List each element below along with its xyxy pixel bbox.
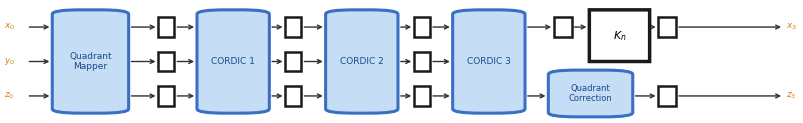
Text: Quadrant
Correction: Quadrant Correction [568, 84, 612, 103]
FancyBboxPatch shape [197, 10, 269, 113]
Text: CORDIC 2: CORDIC 2 [340, 57, 383, 66]
FancyBboxPatch shape [589, 10, 649, 62]
FancyBboxPatch shape [158, 52, 174, 71]
FancyBboxPatch shape [285, 86, 301, 106]
Text: $z_0$: $z_0$ [4, 91, 14, 101]
FancyBboxPatch shape [325, 10, 397, 113]
FancyBboxPatch shape [452, 10, 524, 113]
Text: $x_3$: $x_3$ [785, 22, 797, 32]
FancyBboxPatch shape [414, 86, 430, 106]
FancyBboxPatch shape [285, 17, 301, 37]
FancyBboxPatch shape [414, 52, 430, 71]
Text: CORDIC 1: CORDIC 1 [211, 57, 255, 66]
Text: $x_0$: $x_0$ [4, 22, 15, 32]
Text: $K_n$: $K_n$ [612, 29, 626, 43]
FancyBboxPatch shape [158, 17, 174, 37]
FancyBboxPatch shape [658, 17, 675, 37]
FancyBboxPatch shape [52, 10, 128, 113]
FancyBboxPatch shape [158, 86, 174, 106]
FancyBboxPatch shape [414, 17, 430, 37]
Text: $z_3$: $z_3$ [785, 91, 796, 101]
FancyBboxPatch shape [658, 86, 675, 106]
Text: $y_0$: $y_0$ [4, 56, 15, 67]
FancyBboxPatch shape [285, 52, 301, 71]
FancyBboxPatch shape [553, 17, 571, 37]
FancyBboxPatch shape [548, 70, 632, 117]
Text: CORDIC 3: CORDIC 3 [467, 57, 510, 66]
Text: Quadrant
Mapper: Quadrant Mapper [69, 52, 112, 71]
